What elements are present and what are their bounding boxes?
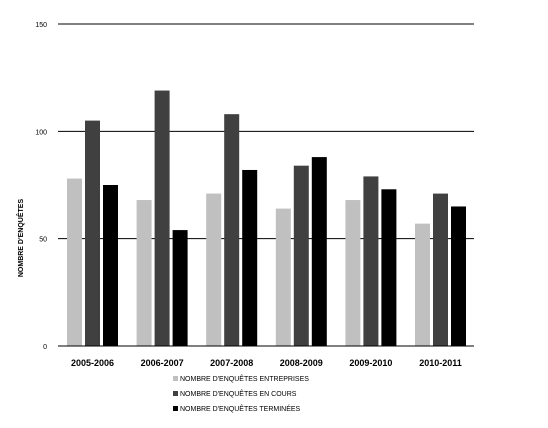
- legend-swatch: [173, 391, 178, 396]
- legend-swatch: [173, 376, 178, 381]
- bar-2006-2007-series-2: [154, 90, 170, 347]
- bar-2007-2008-series-2: [224, 114, 240, 346]
- bar-2008-2009-series-3: [311, 157, 327, 346]
- x-tick-label: 2005-2006: [71, 358, 114, 368]
- gridlines: [58, 23, 474, 240]
- bar-2006-2007-series-3: [172, 230, 188, 346]
- x-tick-label: 2007-2008: [210, 358, 253, 368]
- bars: [67, 90, 466, 347]
- y-tick-label: 150: [35, 22, 47, 29]
- bar-2007-2008-series-3: [242, 169, 258, 346]
- bar-2009-2010-series-3: [381, 189, 397, 346]
- bar-2010-2011-series-1: [415, 223, 430, 346]
- x-tick-label: 2009-2010: [349, 358, 392, 368]
- bar-2009-2010-series-2: [363, 176, 379, 346]
- x-tick-labels: 2005-2006 2006-2007 2007-2008 2008-2009 2009…: [71, 358, 462, 368]
- legend-label: NOMBRE D'ENQUÊTES TERMINÉES: [180, 404, 301, 413]
- bar-2010-2011-series-2: [433, 193, 448, 346]
- y-tick-label: 100: [35, 129, 47, 136]
- bar-2006-2007-series-1: [136, 200, 152, 346]
- y-tick-label: 0: [43, 344, 47, 351]
- bar-2008-2009-series-1: [275, 208, 291, 346]
- bar-2005-2006-series-1: [67, 178, 82, 346]
- bar-2007-2008-series-1: [206, 193, 222, 346]
- bar-2010-2011-series-3: [451, 206, 466, 346]
- bar-2009-2010-series-1: [345, 200, 361, 346]
- bar-2005-2006-series-2: [85, 120, 100, 346]
- x-tick-label: 2010-2011: [419, 358, 462, 368]
- bar-2005-2006-series-3: [103, 185, 118, 346]
- x-tick-label: 2008-2009: [280, 358, 323, 368]
- y-tick-label: 50: [39, 237, 47, 244]
- y-axis-title: NOMBRE D'ENQUÊTES: [16, 199, 25, 278]
- legend-swatch: [173, 406, 178, 411]
- bar-2008-2009-series-2: [293, 165, 309, 346]
- x-tick-label: 2006-2007: [141, 358, 184, 368]
- y-tick-labels: 0 50 100 150: [35, 22, 47, 351]
- legend-label: NOMBRE D'ENQUÊTES ENTREPRISES: [180, 374, 309, 383]
- legend-label: NOMBRE D'ENQUÊTES EN COURS: [180, 389, 297, 398]
- legend: NOMBRE D'ENQUÊTES ENTREPRISES NOMBRE D'EN…: [173, 374, 309, 413]
